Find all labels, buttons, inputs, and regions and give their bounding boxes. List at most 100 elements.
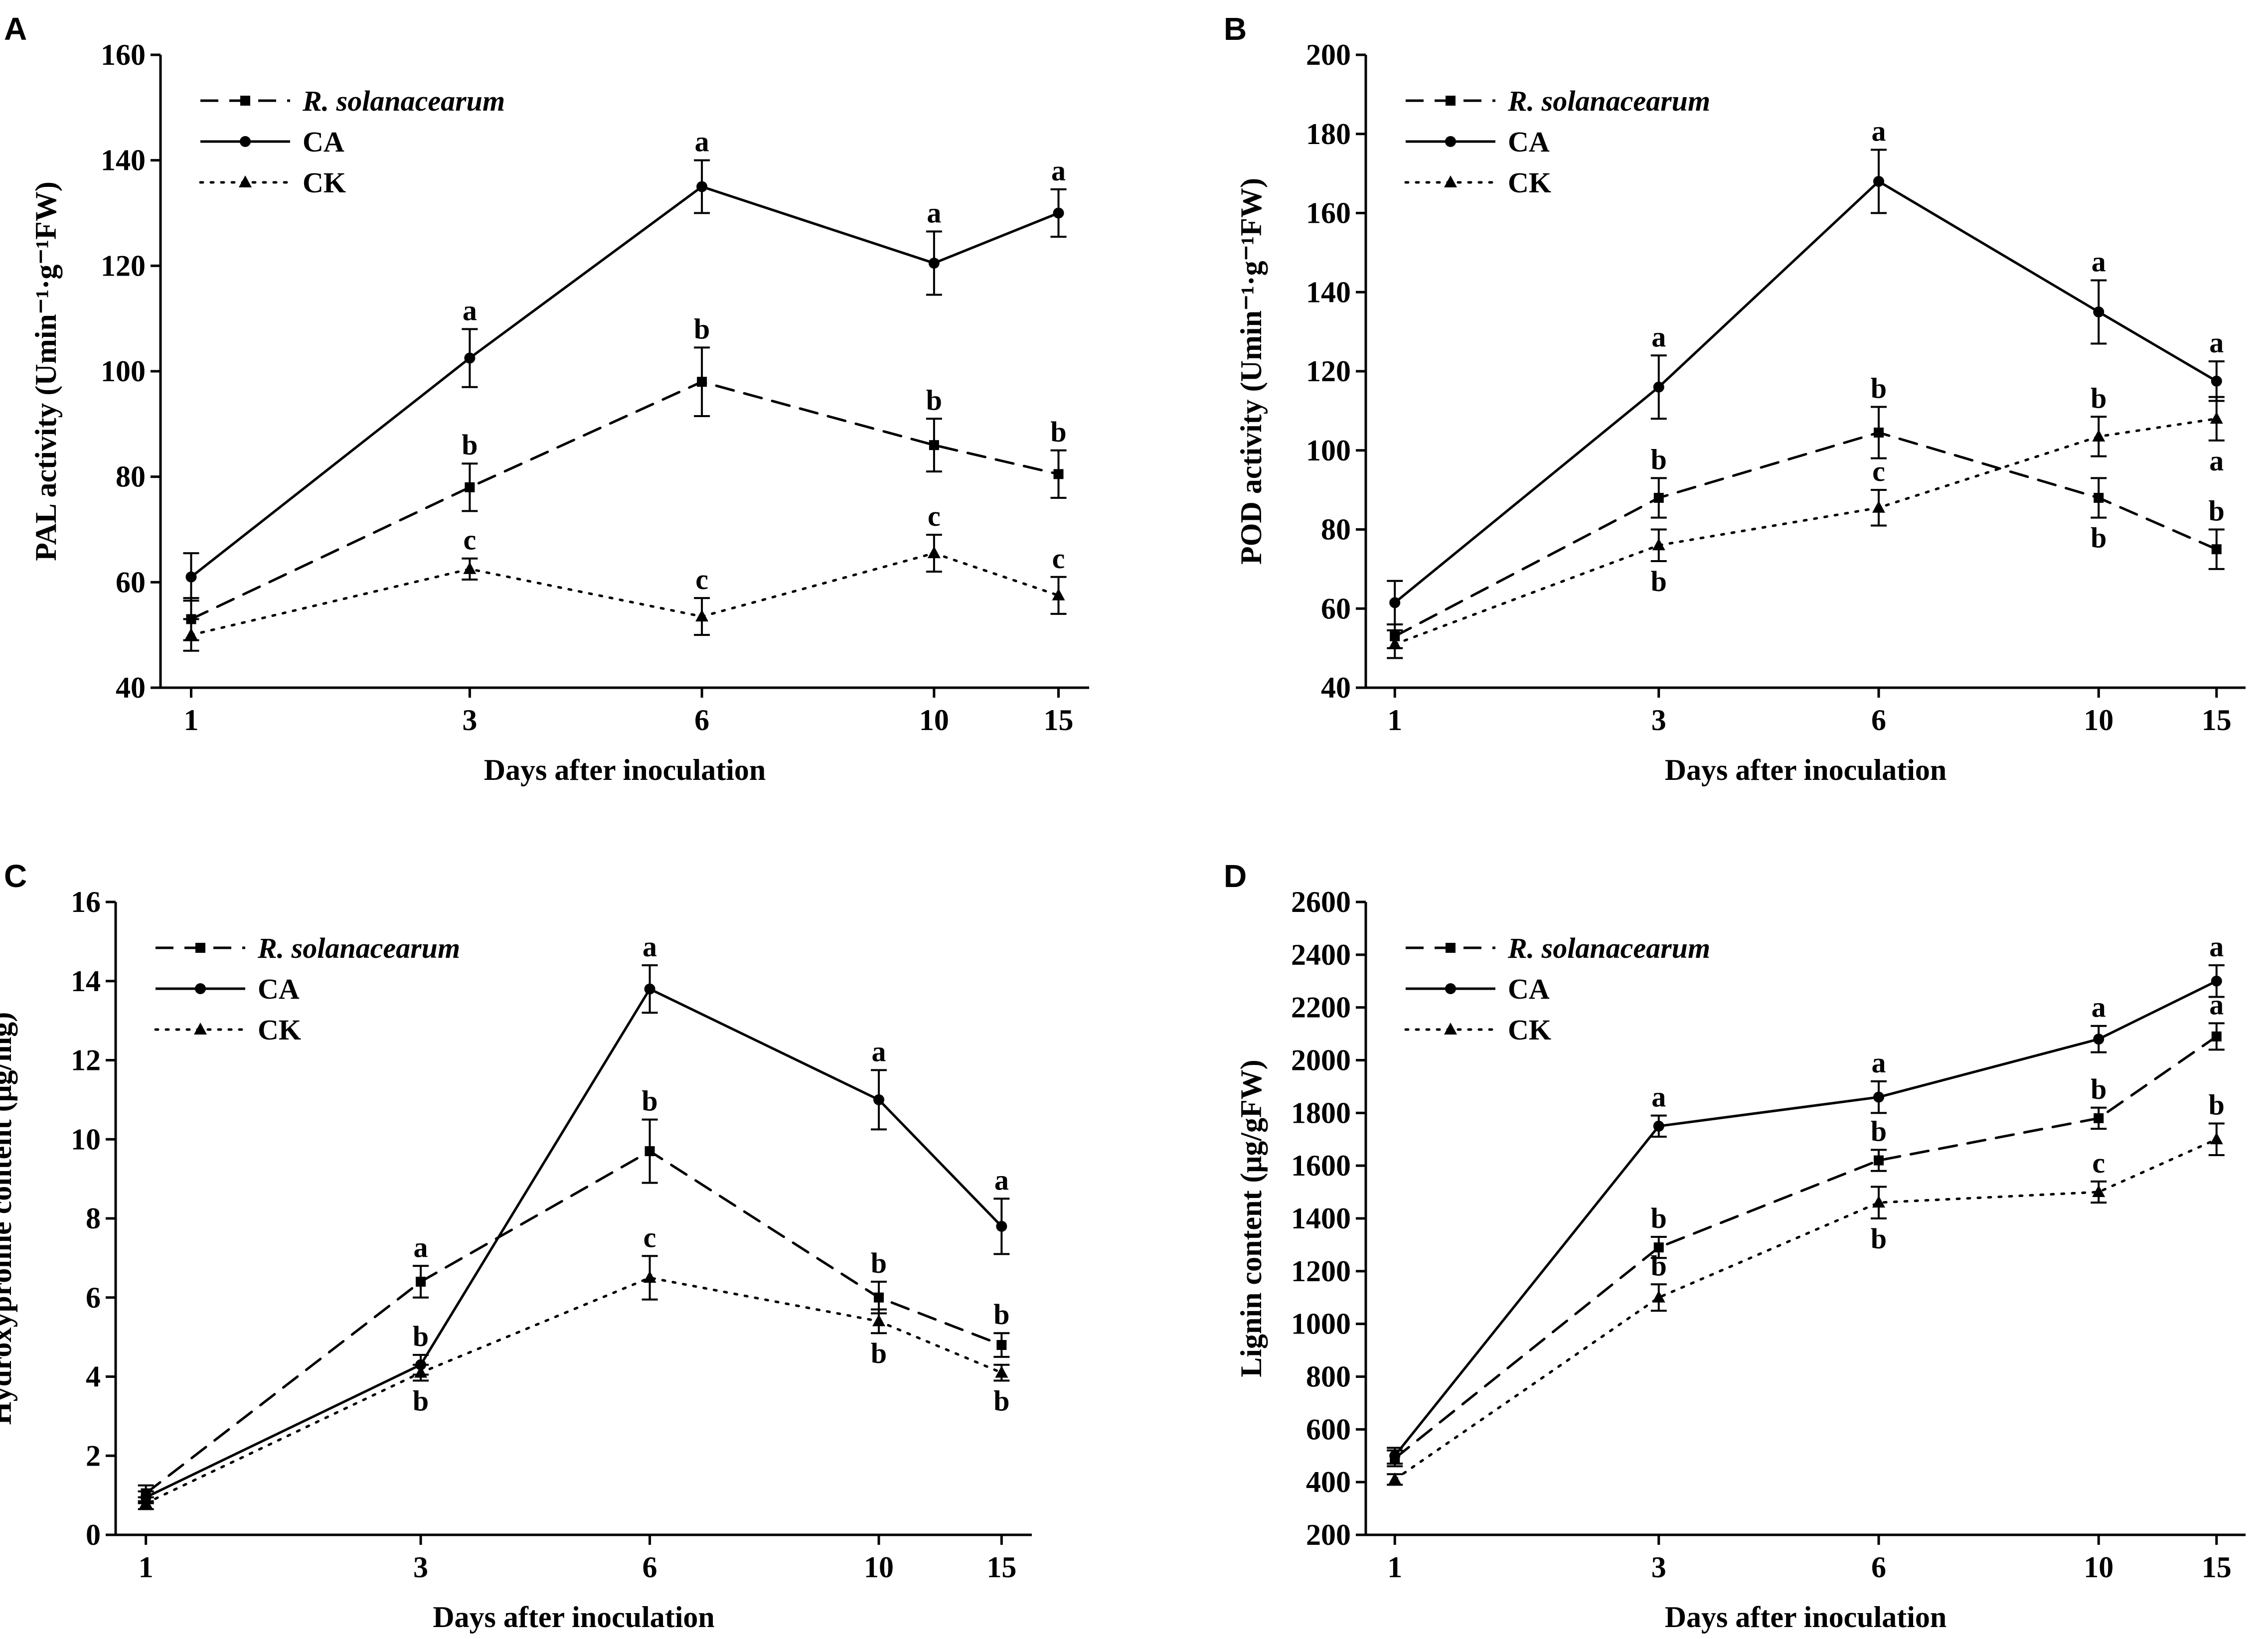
data-point bbox=[1653, 493, 1664, 503]
data-point bbox=[995, 1365, 1008, 1378]
legend-label: R. solanacearum bbox=[1507, 932, 1710, 964]
data-point bbox=[2211, 375, 2222, 387]
y-tick-label: 40 bbox=[1321, 671, 1351, 704]
y-tick-label: 80 bbox=[116, 460, 146, 493]
data-point bbox=[928, 258, 940, 269]
data-point bbox=[2092, 1185, 2106, 1197]
y-tick-label: 2200 bbox=[1291, 991, 1351, 1024]
legend-label: CA bbox=[1508, 126, 1550, 158]
panel-c: C 0 2 4 6 8 10 12 14 16 1 3 6 10 15 Days after inoculat… bbox=[0, 858, 1032, 1634]
data-point bbox=[872, 1314, 886, 1327]
data-point bbox=[697, 377, 707, 387]
series-line bbox=[145, 1276, 1003, 1504]
x-tick-label: 15 bbox=[986, 1551, 1016, 1584]
legend-label: R. solanacearum bbox=[302, 85, 505, 117]
data-point bbox=[643, 1271, 656, 1283]
series-circle: b a a a bbox=[138, 930, 1010, 1504]
data-point bbox=[139, 1496, 153, 1508]
data-point bbox=[464, 352, 476, 364]
data-point bbox=[1389, 597, 1401, 608]
data-point bbox=[1872, 500, 1885, 513]
significance-label: b bbox=[2209, 495, 2225, 527]
legend-marker bbox=[1444, 175, 1457, 187]
legend-marker bbox=[1446, 943, 1456, 953]
panel-letter: C bbox=[4, 858, 27, 894]
data-point bbox=[927, 546, 941, 559]
x-tick-label: 6 bbox=[1871, 704, 1886, 737]
data-point bbox=[1652, 538, 1665, 551]
significance-label: a bbox=[414, 1231, 428, 1263]
data-point bbox=[414, 1365, 428, 1378]
legend-marker bbox=[1445, 983, 1456, 994]
significance-label: c bbox=[2092, 1147, 2105, 1179]
y-tick-label: 180 bbox=[1306, 118, 1351, 150]
significance-label: b bbox=[1651, 443, 1667, 475]
significance-label: b bbox=[1871, 372, 1887, 404]
significance-label: a bbox=[1651, 320, 1666, 353]
data-point bbox=[696, 181, 708, 192]
x-tick-label: 3 bbox=[1651, 1551, 1666, 1584]
data-point bbox=[695, 609, 709, 622]
significance-label: b bbox=[1651, 1202, 1667, 1234]
data-point bbox=[1052, 588, 1065, 600]
y-axis-title: Lignin content (μg/gFW) bbox=[1235, 1059, 1268, 1377]
legend: R. solanacearum CA CK bbox=[154, 932, 460, 1046]
x-tick-label: 3 bbox=[413, 1551, 428, 1584]
data-point bbox=[1389, 1450, 1401, 1462]
data-point bbox=[185, 571, 197, 583]
panel-letter: B bbox=[1224, 11, 1247, 47]
significance-label: c bbox=[928, 500, 941, 532]
significance-label: b bbox=[1871, 1222, 1887, 1255]
y-tick-label: 100 bbox=[1306, 434, 1351, 467]
data-point bbox=[1873, 176, 1884, 187]
data-point bbox=[2211, 975, 2222, 987]
y-tick-label: 2 bbox=[86, 1439, 101, 1472]
significance-label: a bbox=[994, 1164, 1009, 1196]
legend-label: R. solanacearum bbox=[1507, 85, 1710, 117]
data-point bbox=[1873, 1155, 1884, 1166]
series-line bbox=[1393, 1035, 2218, 1460]
panel-a: A 40 60 80 100 120 140 160 1 3 6 10 15 Days after ino… bbox=[4, 11, 1089, 786]
y-tick-label: 6 bbox=[86, 1281, 101, 1314]
x-axis-title: Days after inoculation bbox=[484, 753, 766, 786]
series-circle: a a a a bbox=[1387, 115, 2225, 625]
legend-label: CA bbox=[1508, 973, 1550, 1005]
legend-marker bbox=[194, 1023, 207, 1035]
legend-marker bbox=[1445, 136, 1456, 147]
significance-label: a bbox=[1871, 1046, 1886, 1079]
y-tick-label: 12 bbox=[71, 1044, 101, 1077]
data-point bbox=[996, 1220, 1007, 1232]
significance-label: b bbox=[926, 384, 942, 416]
significance-label: a bbox=[2092, 245, 2106, 278]
y-tick-label: 200 bbox=[1306, 38, 1351, 71]
x-axis-title: Days after inoculation bbox=[1665, 1601, 1947, 1634]
significance-label: b bbox=[2209, 1089, 2225, 1121]
significance-label: b bbox=[413, 1320, 429, 1352]
significance-label: b bbox=[1871, 1115, 1887, 1147]
significance-label: a bbox=[695, 126, 709, 158]
y-tick-label: 2400 bbox=[1291, 938, 1351, 971]
x-tick-label: 15 bbox=[1044, 704, 1074, 737]
y-axis-title: Hydroxyproline content (μg/mg) bbox=[0, 1012, 17, 1425]
data-point bbox=[2094, 493, 2104, 503]
legend-label: CA bbox=[258, 973, 300, 1005]
y-tick-label: 1600 bbox=[1291, 1149, 1351, 1182]
significance-label: b bbox=[871, 1247, 887, 1279]
data-point bbox=[1653, 381, 1664, 393]
axis-frame bbox=[1364, 55, 2246, 689]
x-tick-label: 1 bbox=[1387, 704, 1402, 737]
significance-label: b bbox=[1651, 1249, 1667, 1282]
y-tick-label: 60 bbox=[1321, 592, 1351, 625]
data-point bbox=[2210, 1132, 2223, 1145]
data-point bbox=[184, 628, 198, 640]
y-tick-label: 100 bbox=[101, 355, 146, 388]
data-point bbox=[2094, 1113, 2104, 1123]
x-tick-label: 6 bbox=[694, 704, 709, 737]
data-point bbox=[2092, 429, 2106, 442]
y-tick-label: 1800 bbox=[1291, 1096, 1351, 1129]
legend: R. solanacearum CA CK bbox=[1404, 932, 1710, 1046]
data-point bbox=[996, 1340, 1007, 1350]
legend-label: CK bbox=[1508, 166, 1551, 199]
